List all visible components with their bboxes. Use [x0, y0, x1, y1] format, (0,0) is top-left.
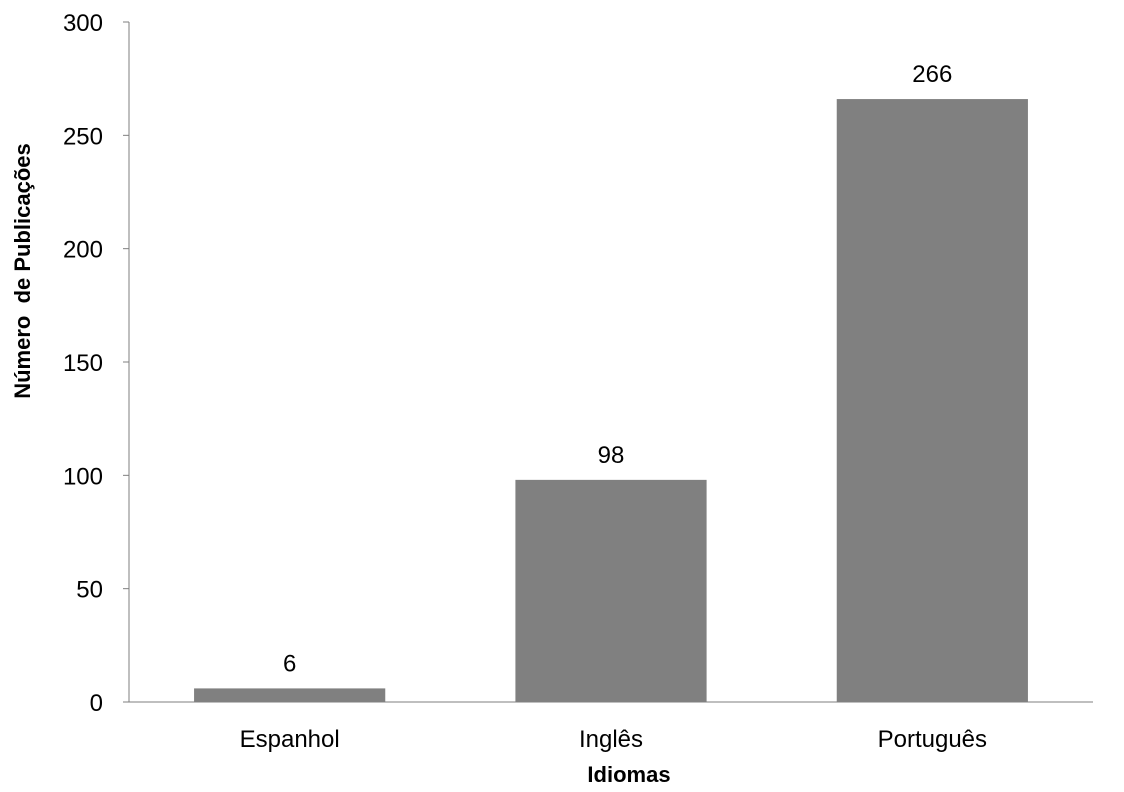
x-axis-title: Idiomas: [587, 762, 670, 787]
bar: [194, 688, 386, 702]
x-tick-label: Português: [878, 726, 987, 753]
y-axis-title: Número de Publicações: [10, 143, 35, 399]
y-tick-label: 50: [76, 577, 103, 604]
y-tick-label: 150: [63, 350, 103, 377]
bar: [836, 99, 1028, 703]
y-tick-label: 100: [63, 463, 103, 490]
y-axis: 0 50 100 150 200 250 300: [63, 10, 130, 717]
data-label: 98: [598, 442, 625, 469]
x-tick-label: Espanhol: [240, 726, 340, 753]
data-label: 266: [912, 61, 952, 88]
x-axis: Espanhol Inglês Português: [129, 701, 1093, 753]
x-tick-label: Inglês: [579, 726, 643, 753]
y-tick-label: 300: [63, 10, 103, 37]
y-tick-label: 250: [63, 123, 103, 150]
y-tick-label: 0: [90, 690, 103, 717]
data-label: 6: [283, 650, 296, 677]
y-tick-label: 200: [63, 237, 103, 264]
bar-series: [194, 99, 1028, 703]
bar: [515, 479, 707, 702]
data-labels: 6 98 266: [283, 61, 952, 677]
